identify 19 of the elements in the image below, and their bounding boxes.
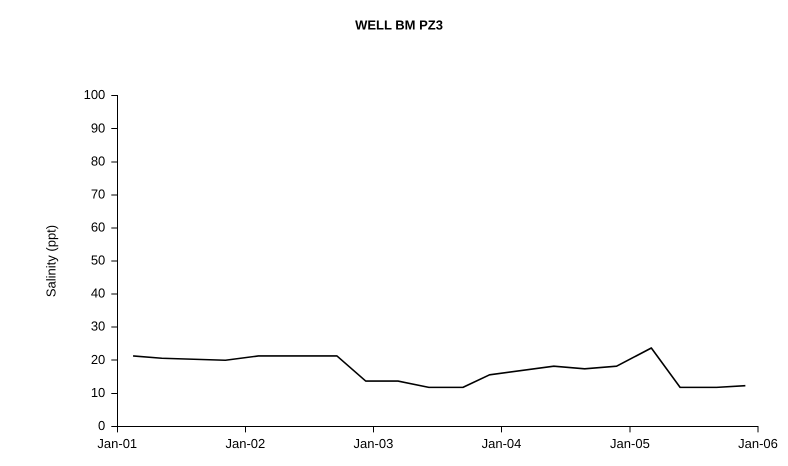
- y-tick-label: 30: [90, 318, 106, 334]
- y-tick-label: 90: [90, 120, 106, 136]
- y-tick-label: 80: [90, 153, 106, 168]
- y-tick-label: 0: [98, 418, 106, 433]
- x-tick-label: Jan-05: [610, 436, 650, 451]
- x-tick-label: Jan-04: [482, 436, 522, 451]
- y-tick-label: 100: [84, 87, 106, 102]
- chart-title: WELL BM PZ3: [355, 17, 443, 32]
- y-tick-label: 70: [90, 186, 106, 202]
- y-tick-label: 50: [90, 252, 106, 268]
- y-axis-title: Salinity (ppt): [43, 224, 58, 298]
- x-tick-label: Jan-01: [97, 436, 138, 451]
- y-tick-label: 40: [90, 286, 106, 301]
- x-tick-label: Jan-06: [738, 436, 778, 451]
- x-tick-label: Jan-02: [225, 436, 266, 451]
- y-tick-label: 10: [90, 384, 106, 400]
- y-tick-label: 60: [90, 220, 106, 234]
- y-tick-label: 20: [90, 352, 106, 367]
- x-tick-label: Jan-03: [354, 436, 394, 451]
